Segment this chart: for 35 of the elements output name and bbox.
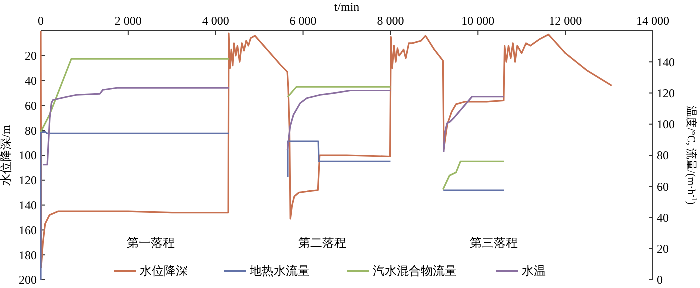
y-tick-label: 200 (19, 273, 37, 288)
x-tick-label: 12 000 (549, 14, 582, 28)
y2-tick-label: 80 (657, 148, 669, 163)
x-tick-label: 8 000 (377, 14, 404, 28)
y-tick-label: 60 (25, 98, 37, 113)
y2-tick-label: 140 (657, 55, 675, 70)
y-tick-label: 80 (25, 124, 37, 138)
legend-label: 水温 (522, 264, 546, 278)
y-axis-title: 水位降深/m (0, 124, 13, 186)
annotation: 第三落程 (470, 236, 518, 250)
x-tick-label: 2 000 (114, 14, 142, 28)
legend-label: 水位降深 (140, 264, 188, 278)
x-tick-label: 10 000 (462, 14, 495, 28)
y-tick-label: 180 (19, 248, 37, 262)
x-tick-label: 14 000 (636, 14, 670, 28)
y2-tick-label: 0 (657, 273, 663, 288)
y2-tick-label: 100 (657, 118, 675, 132)
y-tick-label: 20 (25, 49, 37, 64)
x-tick-label: 4 000 (202, 14, 230, 28)
y2-tick-label: 60 (657, 180, 669, 194)
y-tick-label: 120 (19, 174, 37, 188)
x-tick-label: 0 (38, 14, 44, 28)
y2-tick-label: 120 (657, 86, 675, 100)
y-tick-label: 100 (19, 148, 37, 163)
legend-label: 地热水流量 (249, 264, 310, 278)
annotation: 第二落程 (298, 236, 347, 250)
x-tick-label: 6 000 (290, 14, 317, 28)
y2-tick-label: 40 (657, 210, 669, 225)
annotation: 第一落程 (127, 236, 176, 250)
x-axis-title: t/min (334, 0, 360, 14)
y-tick-label: 40 (25, 74, 37, 88)
legend-label: 汽水混合物流量 (373, 264, 457, 278)
y2-tick-label: 20 (657, 242, 669, 256)
y-tick-label: 140 (19, 198, 37, 212)
y-tick-label: 160 (19, 223, 37, 238)
